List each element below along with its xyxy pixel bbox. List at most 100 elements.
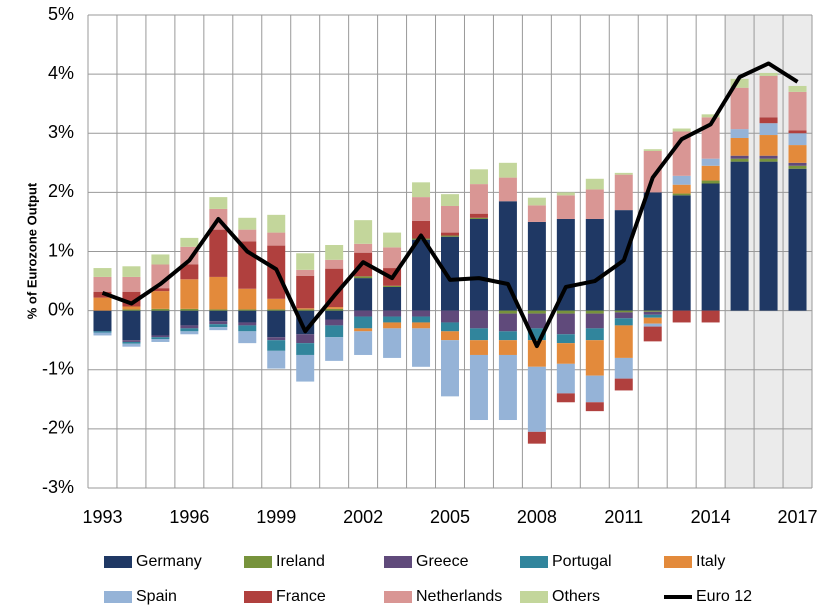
bar-segment (296, 334, 315, 344)
legend-label: Germany (136, 553, 202, 570)
y-tick-label: 5% (48, 4, 74, 24)
bar-segment (267, 232, 286, 246)
bar-segment (730, 129, 749, 138)
bar-segment (238, 288, 257, 310)
bar-segment (267, 214, 286, 233)
legend-label: Netherlands (416, 588, 502, 605)
legend-label: Greece (416, 553, 469, 570)
y-tick-label: 4% (48, 63, 74, 83)
bar-segment (643, 314, 662, 318)
bar-segment (267, 298, 286, 310)
bar-segment (93, 332, 112, 336)
bar-segment (614, 357, 633, 379)
x-tick-label: 2008 (517, 507, 557, 527)
bar-segment (441, 236, 459, 311)
bar-segment (296, 343, 315, 355)
legend-swatch (244, 556, 272, 568)
bar-segment (296, 269, 315, 276)
y-tick-label: -1% (42, 359, 74, 379)
bar-segment (788, 168, 807, 311)
bar-segment (788, 85, 807, 92)
bar-segment (556, 310, 575, 314)
x-tick-label: 2017 (777, 507, 817, 527)
bar-segment (759, 72, 778, 76)
bar-segment (585, 189, 604, 219)
bar-segment (643, 323, 662, 327)
legend-label: Spain (136, 588, 177, 605)
y-tick-label: -2% (42, 418, 74, 438)
bar-segment (730, 161, 749, 311)
bar-segment (643, 311, 662, 315)
bar-segment (238, 217, 257, 230)
bar-segment (209, 310, 228, 322)
bar-segment (122, 309, 141, 311)
bar-segment (209, 197, 228, 209)
bar-segment (556, 334, 575, 344)
y-tick-label: 2% (48, 181, 74, 201)
bar-segment (759, 123, 778, 136)
bar-segment (267, 309, 286, 311)
bar-segment (441, 235, 459, 237)
bar-segment (585, 218, 604, 311)
bar-segment (614, 310, 633, 313)
x-tick-label: 1993 (82, 507, 122, 527)
bar-segment (238, 229, 257, 242)
bar-segment (672, 128, 691, 132)
bar-segment (701, 310, 720, 323)
bar-segment (614, 325, 633, 358)
bar-segment (151, 335, 170, 338)
bar-segment (701, 114, 720, 118)
bar-segment (556, 363, 575, 394)
bar-segment (643, 326, 662, 342)
bar-segment (325, 244, 344, 260)
bar-segment (325, 337, 344, 361)
bar-segment (441, 340, 459, 397)
bar-segment (412, 310, 431, 317)
bar-segment (325, 319, 344, 326)
bar-segment (701, 180, 720, 184)
bar-segment (585, 328, 604, 341)
bar-segment (672, 195, 691, 311)
y-tick-label: 0% (48, 299, 74, 319)
bar-segment (354, 276, 373, 279)
bar-segment (585, 178, 604, 190)
bar-segment (412, 239, 431, 311)
bar-segment (122, 341, 141, 344)
bar-segment (441, 194, 459, 206)
bar-segment (325, 268, 344, 308)
bar-segment (527, 313, 546, 329)
y-axis-label: % of Eurozone Output (24, 182, 39, 319)
bar-segment (354, 243, 373, 253)
bar-segment (238, 309, 257, 311)
bar-segment (354, 328, 373, 332)
bar-segment (614, 312, 633, 319)
bar-segment (296, 308, 315, 310)
bar-segment (672, 310, 691, 323)
x-tick-label: 2011 (604, 507, 643, 527)
legend-label: Euro 12 (696, 588, 752, 605)
y-tick-label: 1% (48, 240, 74, 260)
bar-segment (267, 337, 286, 341)
bar-segment (556, 313, 575, 335)
bar-segment (151, 254, 170, 265)
bar-segment (469, 354, 488, 421)
legend-label: Portugal (552, 553, 612, 570)
bar-segment (93, 268, 112, 277)
bar-segment (151, 339, 170, 342)
bar-segment (527, 221, 546, 311)
bar-segment (527, 205, 546, 222)
bar-segment (267, 340, 286, 351)
bar-segment (701, 165, 720, 181)
bar-segment (730, 155, 749, 159)
legend-label: Italy (696, 553, 725, 570)
bar-segment (788, 145, 807, 163)
bar-segment (151, 310, 170, 336)
bar-segment (180, 237, 199, 247)
bar-segment (383, 328, 402, 358)
bar-segment (180, 325, 199, 329)
bar-segment (701, 183, 720, 311)
bar-segment (643, 310, 662, 312)
x-tick-label: 2002 (343, 507, 383, 527)
bar-segment (759, 158, 778, 162)
bar-segment (412, 316, 431, 323)
